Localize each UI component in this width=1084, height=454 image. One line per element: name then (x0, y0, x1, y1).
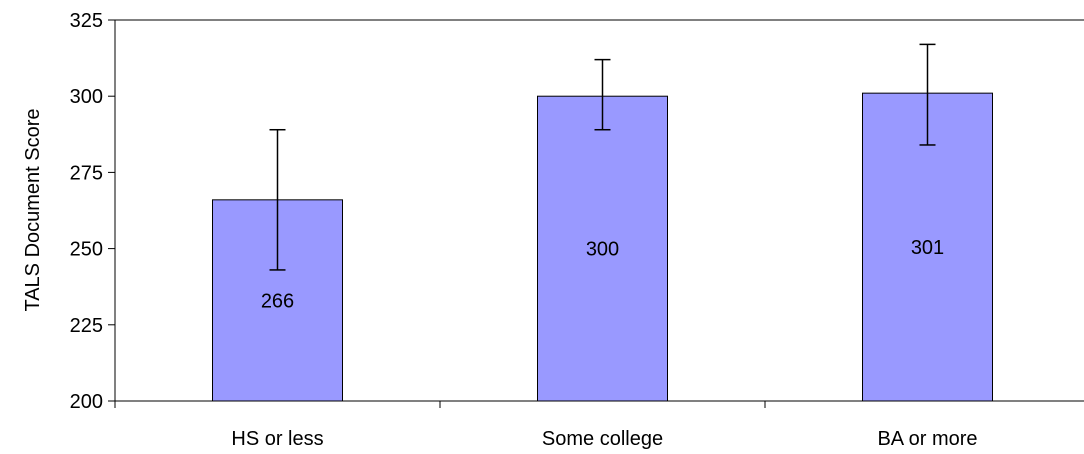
x-category-label: BA or more (877, 428, 977, 450)
x-ticks: HS or less Some college BA or more (114, 401, 978, 450)
data-label: 266 (261, 290, 294, 312)
y-tick-label: 300 (70, 86, 103, 108)
y-axis-title: TALS Document Score (22, 108, 44, 311)
y-tick-label: 275 (70, 162, 103, 184)
y-ticks: 200 225 250 275 300 325 (70, 10, 115, 413)
y-tick-label: 225 (70, 315, 103, 337)
y-tick-label: 200 (70, 391, 103, 413)
y-tick-label: 250 (70, 239, 103, 261)
axes (114, 19, 1084, 402)
x-category-label: HS or less (231, 428, 323, 450)
y-tick-label: 325 (70, 10, 103, 32)
x-category-label: Some college (542, 428, 663, 450)
data-label: 301 (911, 237, 944, 259)
data-label: 300 (586, 239, 619, 261)
plot-area: 266 300 301 (212, 43, 993, 402)
